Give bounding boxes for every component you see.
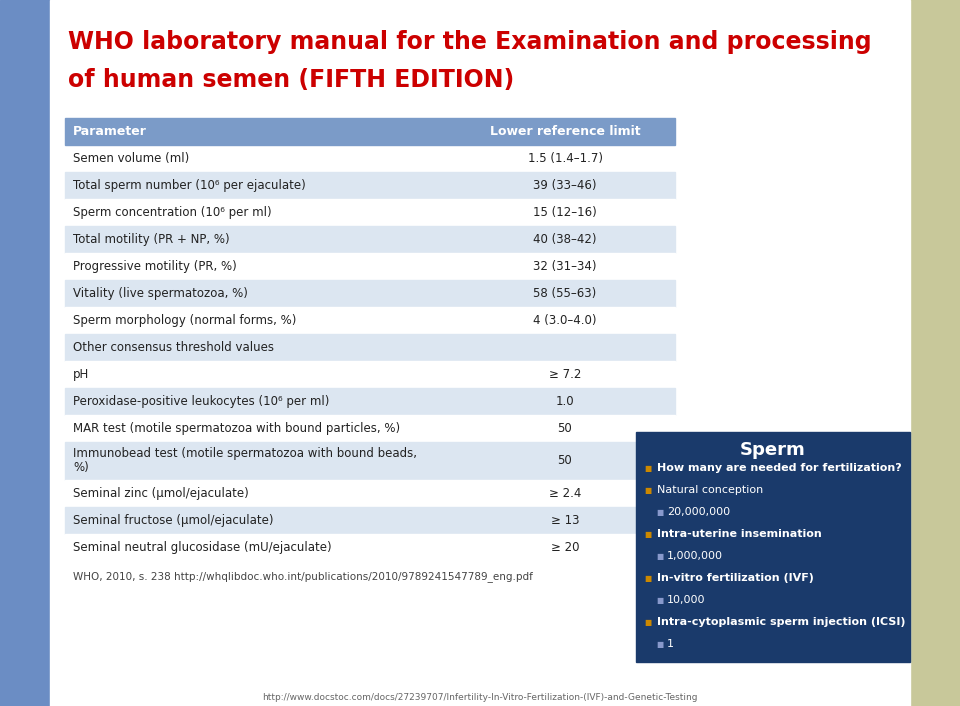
Text: 50: 50	[558, 455, 572, 467]
Bar	[910, 0, 960, 706]
Text: 15 (12–16): 15 (12–16)	[533, 206, 597, 219]
Text: Vitality (live spermatozoa, %): Vitality (live spermatozoa, %)	[73, 287, 248, 300]
Text: ■: ■	[656, 640, 663, 649]
Text: ■: ■	[656, 595, 663, 604]
Text: Sperm morphology (normal forms, %): Sperm morphology (normal forms, %)	[73, 314, 297, 327]
Bar	[65, 172, 675, 199]
Text: ■: ■	[656, 551, 663, 561]
Text: ■: ■	[644, 530, 651, 539]
Bar	[65, 280, 675, 307]
Text: Intra-cytoplasmic sperm injection (ICSI): Intra-cytoplasmic sperm injection (ICSI)	[657, 617, 905, 627]
Text: Seminal fructose (μmol/ejaculate): Seminal fructose (μmol/ejaculate)	[73, 514, 274, 527]
Bar	[65, 480, 675, 507]
Text: 4 (3.0–4.0): 4 (3.0–4.0)	[533, 314, 597, 327]
Text: 1.0: 1.0	[556, 395, 574, 408]
Bar	[65, 307, 675, 334]
Text: Seminal zinc (μmol/ejaculate): Seminal zinc (μmol/ejaculate)	[73, 487, 249, 500]
Bar	[636, 432, 910, 662]
Bar	[65, 442, 675, 480]
Text: ■: ■	[644, 464, 651, 472]
Text: ≥ 13: ≥ 13	[551, 514, 579, 527]
Text: ≥ 2.4: ≥ 2.4	[549, 487, 581, 500]
Bar	[65, 534, 675, 561]
Text: Total sperm number (10⁶ per ejaculate): Total sperm number (10⁶ per ejaculate)	[73, 179, 305, 192]
Text: %): %)	[73, 462, 88, 474]
Text: 32 (31–34): 32 (31–34)	[533, 260, 597, 273]
Text: 10,000: 10,000	[667, 595, 706, 605]
Text: ≥ 7.2: ≥ 7.2	[549, 368, 581, 381]
Text: Lower reference limit: Lower reference limit	[490, 125, 640, 138]
Bar	[65, 361, 675, 388]
Text: http://www.docstoc.com/docs/27239707/Infertility-In-Vitro-Fertilization-(IVF)-an: http://www.docstoc.com/docs/27239707/Inf…	[262, 693, 698, 702]
Bar	[65, 118, 675, 145]
Text: Sperm: Sperm	[740, 441, 805, 459]
Text: MAR test (motile spermatozoa with bound particles, %): MAR test (motile spermatozoa with bound …	[73, 422, 400, 435]
Bar	[65, 507, 675, 534]
Bar	[65, 199, 675, 226]
Text: Progressive motility (PR, %): Progressive motility (PR, %)	[73, 260, 237, 273]
Bar	[50, 0, 910, 706]
Text: Sperm concentration (10⁶ per ml): Sperm concentration (10⁶ per ml)	[73, 206, 272, 219]
Bar	[0, 0, 50, 706]
Text: WHO, 2010, s. 238 http://whqlibdoc.who.int/publications/2010/9789241547789_eng.p: WHO, 2010, s. 238 http://whqlibdoc.who.i…	[73, 571, 533, 582]
Text: In-vitro fertilization (IVF): In-vitro fertilization (IVF)	[657, 573, 814, 583]
Text: pH: pH	[73, 368, 89, 381]
Text: Semen volume (ml): Semen volume (ml)	[73, 152, 189, 165]
Text: Other consensus threshold values: Other consensus threshold values	[73, 341, 274, 354]
Text: 1: 1	[667, 639, 674, 649]
Text: Peroxidase-positive leukocytes (10⁶ per ml): Peroxidase-positive leukocytes (10⁶ per …	[73, 395, 329, 408]
Bar	[65, 415, 675, 442]
Text: 40 (38–42): 40 (38–42)	[533, 233, 597, 246]
Bar	[65, 253, 675, 280]
Text: ■: ■	[644, 573, 651, 582]
Text: Seminal neutral glucosidase (mU/ejaculate): Seminal neutral glucosidase (mU/ejaculat…	[73, 541, 331, 554]
Bar	[65, 388, 675, 415]
Text: 20,000,000: 20,000,000	[667, 507, 731, 517]
Text: WHO laboratory manual for the Examination and processing: WHO laboratory manual for the Examinatio…	[68, 30, 872, 54]
Text: 50: 50	[558, 422, 572, 435]
Text: How many are needed for fertilization?: How many are needed for fertilization?	[657, 463, 901, 473]
Text: 39 (33–46): 39 (33–46)	[533, 179, 597, 192]
Text: Natural conception: Natural conception	[657, 485, 763, 495]
Bar	[65, 226, 675, 253]
Text: ■: ■	[644, 486, 651, 494]
Text: ■: ■	[656, 508, 663, 517]
Text: Intra-uterine insemination: Intra-uterine insemination	[657, 529, 822, 539]
Text: 1.5 (1.4–1.7): 1.5 (1.4–1.7)	[527, 152, 603, 165]
Bar	[65, 334, 675, 361]
Text: 58 (55–63): 58 (55–63)	[534, 287, 596, 300]
Text: ■: ■	[644, 618, 651, 626]
Text: ≥ 20: ≥ 20	[551, 541, 579, 554]
Text: 1,000,000: 1,000,000	[667, 551, 723, 561]
Text: Parameter: Parameter	[73, 125, 147, 138]
Text: Immunobead test (motile spermatozoa with bound beads,: Immunobead test (motile spermatozoa with…	[73, 448, 417, 460]
Bar	[65, 145, 675, 172]
Text: Total motility (PR + NP, %): Total motility (PR + NP, %)	[73, 233, 229, 246]
Text: of human semen (FIFTH EDITION): of human semen (FIFTH EDITION)	[68, 68, 515, 92]
